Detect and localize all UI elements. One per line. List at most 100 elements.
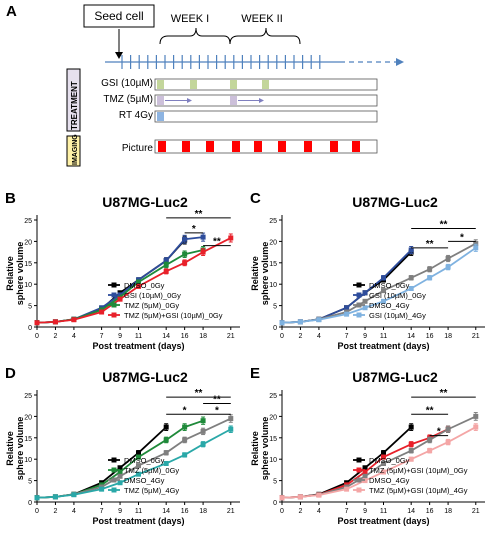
legend-marker: [356, 477, 362, 483]
data-point: [279, 320, 285, 326]
data-point: [316, 317, 322, 323]
row-bar-rt: [154, 110, 378, 123]
data-point: [136, 454, 141, 460]
picture-marks: [158, 141, 360, 152]
x-tick-label: 0: [35, 508, 39, 515]
legend-label: GSI (10µM)_4Gy: [369, 311, 426, 320]
x-tick-label: 9: [118, 333, 122, 340]
data-point: [408, 285, 414, 291]
x-tick-label: 4: [317, 333, 321, 340]
x-tick-label: 7: [100, 333, 104, 340]
x-tick-label: 16: [426, 333, 434, 340]
data-point: [99, 486, 105, 492]
gsi-dose-3: [230, 80, 237, 89]
data-point: [381, 460, 386, 466]
data-point: [163, 268, 169, 274]
data-point: [136, 450, 141, 456]
week-2-label: WEEK II: [241, 13, 283, 25]
data-point: [473, 245, 479, 251]
data-point: [163, 450, 169, 456]
data-point: [99, 309, 105, 315]
y-tick-label: 0: [273, 500, 277, 507]
data-point: [182, 236, 188, 242]
data-point: [200, 441, 206, 447]
y-tick-label: 0: [28, 325, 32, 332]
y-tick-label: 10: [24, 457, 32, 464]
y-tick-label: 5: [273, 304, 277, 311]
data-point: [362, 305, 368, 311]
legend-label: TMZ (5µM)+GSI (10µM)_0Gy: [369, 466, 468, 475]
data-point: [182, 452, 188, 458]
y-tick-label: 20: [269, 414, 277, 421]
picture-mark: [304, 141, 312, 152]
x-tick-label: 18: [199, 333, 207, 340]
gsi-dose-1: [157, 80, 164, 89]
significance-label: *: [192, 224, 196, 235]
x-tick-label: 4: [72, 333, 76, 340]
x-tick-label: 14: [407, 333, 415, 340]
y-tick-label: 15: [24, 261, 32, 268]
legend-label: TMZ (5µM)_0Gy: [124, 466, 179, 475]
x-tick-label: 0: [280, 508, 284, 515]
data-point: [344, 486, 350, 492]
data-point: [408, 424, 414, 430]
data-point: [136, 471, 141, 477]
imaging-category-box: [66, 135, 81, 167]
x-tick-label: 16: [426, 508, 434, 515]
legend-label: DMSO_0Gy: [124, 456, 165, 465]
panel-letter: B: [5, 190, 16, 207]
data-point: [362, 298, 368, 304]
seed-cell-box: [83, 4, 155, 28]
y-tick-label: 5: [28, 304, 32, 311]
legend-marker: [356, 302, 362, 308]
x-tick-label: 11: [380, 333, 387, 340]
data-point: [117, 469, 123, 475]
data-point: [408, 448, 414, 454]
x-tick-label: 21: [472, 333, 480, 340]
picture-mark: [352, 141, 360, 152]
y-axis-label: Relativesphere volume: [5, 417, 25, 481]
y-tick-label: 5: [273, 479, 277, 486]
data-point: [316, 492, 322, 498]
legend-marker: [111, 312, 117, 318]
data-point: [228, 426, 234, 432]
legend-label: DMSO_0Gy: [369, 281, 410, 290]
data-point: [445, 256, 451, 262]
x-tick-label: 2: [54, 333, 58, 340]
row-bar-tmz: [154, 94, 378, 107]
y-axis-label-line: sphere volume: [15, 417, 25, 481]
data-point: [163, 460, 169, 466]
x-tick-label: 21: [227, 333, 235, 340]
data-point: [408, 456, 414, 462]
x-tick-label: 9: [363, 508, 367, 515]
x-axis-label: Post treatment (days): [92, 516, 184, 526]
panel-letter-a: A: [6, 3, 17, 20]
treatment-category-box: [66, 68, 81, 132]
x-tick-label: 16: [181, 333, 189, 340]
gsi-dose-4: [262, 80, 269, 89]
data-point: [445, 426, 451, 432]
data-point: [381, 469, 386, 475]
significance-label: *: [460, 232, 464, 243]
data-point: [136, 283, 141, 289]
seed-cell-label: Seed cell: [94, 9, 143, 23]
legend-label: GSI (10µM)_0Gy: [124, 291, 181, 300]
y-tick-label: 10: [269, 457, 277, 464]
data-point: [182, 251, 188, 257]
data-point: [362, 290, 368, 296]
panel-d: D U87MG-Luc2 0 5 10 15 20 25 0 2 4 7 9 11 14 16 18 21 Post…: [5, 365, 240, 526]
y-tick-label: 20: [24, 239, 32, 246]
week-2-brace: [229, 27, 301, 45]
y-axis-label-line: Relative: [5, 256, 15, 291]
timeline-arrow-head: [396, 58, 404, 66]
data-point: [381, 450, 386, 456]
tmz-arrow-head-2: [259, 98, 264, 103]
y-tick-label: 5: [28, 479, 32, 486]
picture-mark: [278, 141, 286, 152]
picture-mark: [254, 141, 262, 152]
data-point: [408, 275, 414, 281]
chart-title: U87MG-Luc2: [352, 369, 438, 385]
data-point: [52, 319, 58, 325]
legend-marker: [356, 457, 362, 463]
data-point: [362, 473, 368, 479]
